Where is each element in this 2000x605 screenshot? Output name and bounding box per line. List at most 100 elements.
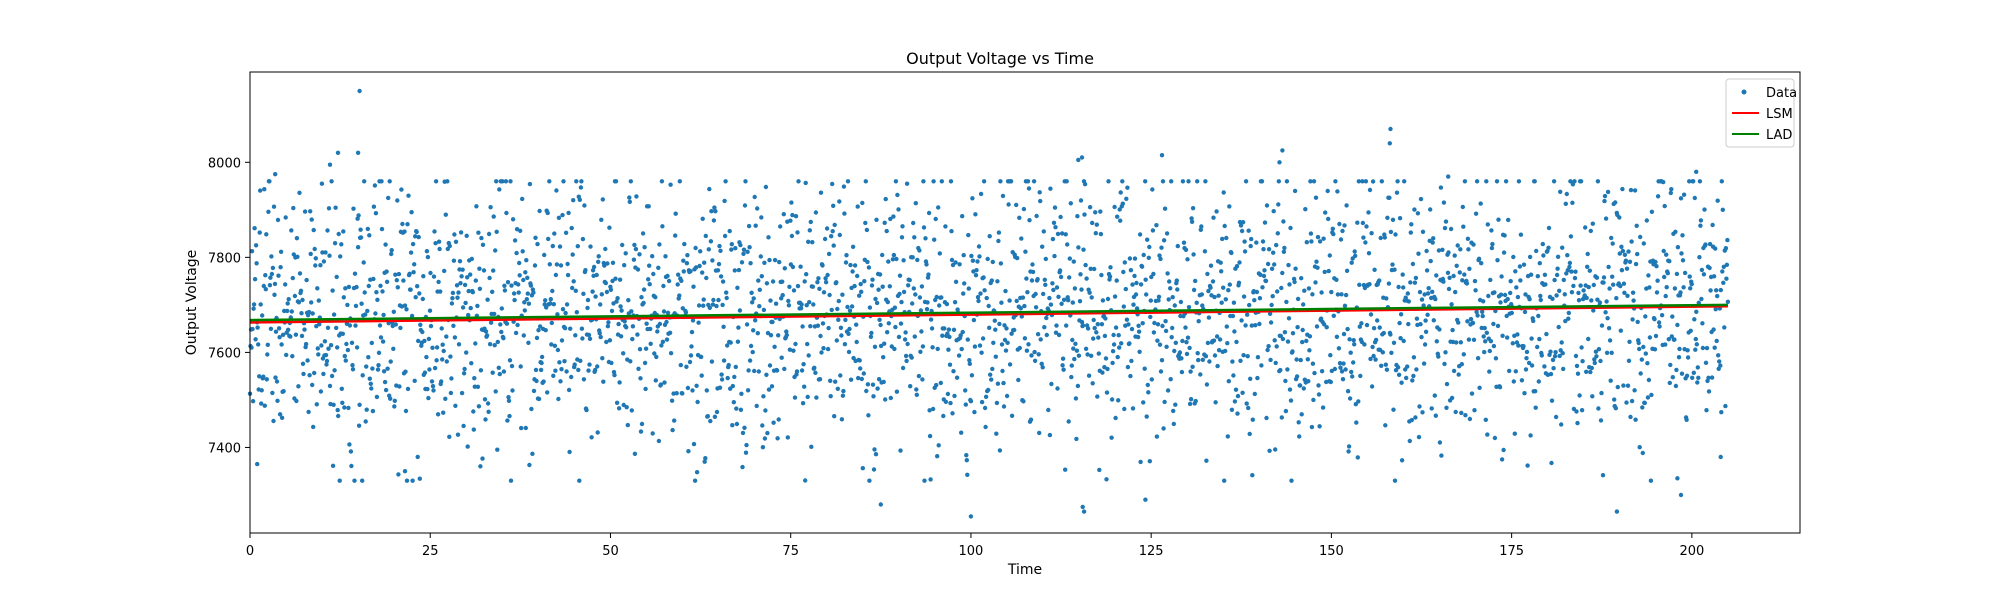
- data-point: [748, 261, 753, 266]
- data-point: [708, 239, 714, 244]
- data-point: [1714, 288, 1719, 293]
- data-point: [939, 179, 944, 184]
- data-point-outlier: [1143, 497, 1148, 502]
- data-point: [787, 284, 792, 289]
- data-point: [375, 367, 381, 372]
- data-point: [1243, 179, 1249, 184]
- data-point: [1301, 386, 1307, 391]
- data-point: [1485, 222, 1491, 227]
- data-point: [648, 341, 653, 346]
- data-point: [1645, 395, 1651, 400]
- data-point: [1518, 232, 1524, 237]
- data-point: [1429, 406, 1434, 411]
- data-point: [660, 339, 666, 344]
- data-point: [1681, 285, 1686, 290]
- data-point: [1470, 320, 1476, 326]
- data-point: [1421, 303, 1426, 308]
- data-point: [1516, 343, 1521, 348]
- data-point: [1132, 256, 1138, 261]
- data-point: [1191, 287, 1197, 293]
- data-point: [1594, 275, 1600, 280]
- x-tick-label: 200: [1679, 544, 1704, 559]
- data-point: [741, 247, 747, 252]
- data-point: [569, 374, 574, 380]
- data-point: [637, 252, 642, 257]
- data-point: [1347, 337, 1352, 342]
- data-point: [264, 232, 269, 237]
- data-point: [271, 204, 277, 209]
- data-point: [1210, 279, 1216, 284]
- data-point: [734, 421, 740, 427]
- data-point: [1063, 467, 1068, 472]
- data-point: [1085, 326, 1091, 331]
- data-point: [802, 384, 807, 389]
- data-point: [1106, 179, 1111, 184]
- data-point: [870, 277, 875, 282]
- data-point: [885, 330, 890, 335]
- data-point: [1668, 362, 1673, 368]
- data-point: [627, 199, 632, 204]
- data-point: [931, 179, 936, 184]
- data-point: [1109, 435, 1114, 440]
- data-point: [839, 333, 844, 338]
- data-point: [1275, 289, 1280, 294]
- data-point: [369, 386, 374, 391]
- data-point: [362, 290, 367, 295]
- data-point: [413, 295, 418, 300]
- data-point: [300, 297, 305, 303]
- data-point: [1353, 402, 1359, 407]
- data-point: [586, 332, 592, 338]
- data-point: [1167, 279, 1172, 284]
- data-point: [1680, 233, 1685, 238]
- data-point: [960, 329, 965, 335]
- data-point: [1169, 179, 1174, 184]
- data-point: [1646, 377, 1652, 383]
- data-point: [894, 389, 900, 394]
- data-point: [1158, 369, 1164, 374]
- data-point: [1542, 272, 1548, 277]
- data-point: [1121, 304, 1127, 309]
- data-point: [1465, 236, 1471, 241]
- data-point: [374, 394, 380, 400]
- data-point: [622, 263, 627, 268]
- data-point: [1457, 270, 1463, 275]
- data-point: [1199, 292, 1205, 297]
- data-point: [1554, 272, 1560, 278]
- data-point: [370, 366, 375, 371]
- data-point: [576, 367, 581, 373]
- data-point: [1069, 374, 1074, 380]
- data-point: [1396, 372, 1402, 377]
- data-point: [670, 427, 675, 433]
- data-point: [468, 305, 473, 311]
- data-point: [1337, 361, 1343, 366]
- data-point: [1143, 277, 1148, 282]
- data-point: [573, 333, 578, 338]
- data-point: [383, 387, 389, 393]
- data-point: [433, 241, 438, 246]
- data-point: [1371, 326, 1377, 331]
- data-point: [1310, 292, 1315, 297]
- data-point: [1054, 285, 1060, 290]
- data-point: [1077, 299, 1083, 304]
- data-point: [434, 358, 439, 363]
- data-point: [1567, 260, 1573, 266]
- data-point: [253, 337, 258, 342]
- data-point: [1716, 353, 1721, 358]
- data-point: [1566, 316, 1571, 321]
- data-point: [395, 285, 400, 290]
- data-point: [1628, 187, 1634, 193]
- data-point: [687, 359, 693, 365]
- data-point: [1002, 337, 1008, 343]
- data-point: [1646, 273, 1651, 278]
- data-point: [728, 340, 733, 345]
- data-point: [1575, 371, 1581, 376]
- data-point: [934, 294, 939, 300]
- data-point: [1632, 188, 1638, 193]
- data-point: [1717, 359, 1722, 364]
- data-point: [1032, 358, 1038, 363]
- data-point: [589, 435, 594, 440]
- data-point: [345, 302, 350, 308]
- data-point: [865, 259, 870, 265]
- data-point: [1084, 276, 1089, 281]
- data-point: [1474, 309, 1479, 315]
